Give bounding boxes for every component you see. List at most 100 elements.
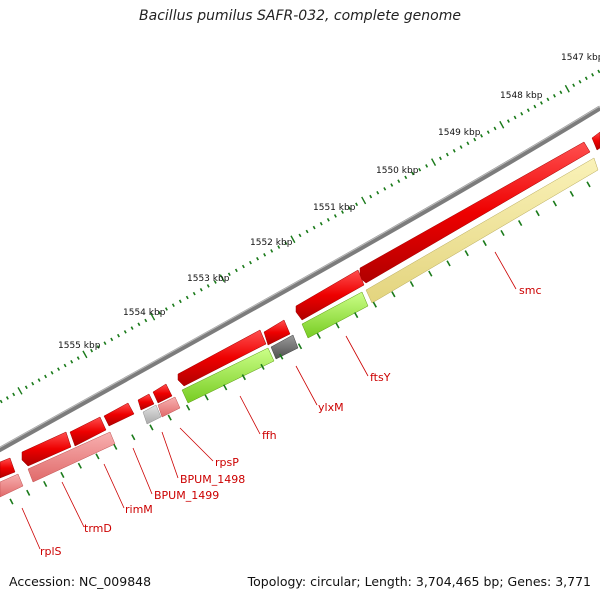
scale-tick xyxy=(546,97,550,102)
scale-tick xyxy=(452,149,456,153)
scale-tick xyxy=(572,83,576,88)
scale-tick xyxy=(31,381,35,386)
gene-right-edge-outer xyxy=(591,131,600,151)
feature-tick xyxy=(279,353,284,360)
feature-tick xyxy=(552,200,557,207)
scale-tick xyxy=(164,307,168,311)
feature-tick xyxy=(482,240,487,247)
gene-label-rimM: rimM xyxy=(125,503,153,516)
label-leaders xyxy=(21,251,517,550)
feature-tick xyxy=(409,280,415,287)
gene-ftsY xyxy=(301,291,369,339)
gene-ylxM-outer xyxy=(263,319,291,346)
accession-label: Accession: NC_009848 xyxy=(9,574,152,589)
gene-label-trmD: trmD xyxy=(84,522,112,535)
gene-label-ffh: ffh xyxy=(262,429,277,442)
feature-tick xyxy=(500,230,505,237)
gene-smc-outer xyxy=(359,141,591,284)
scale-tick xyxy=(539,101,543,105)
scale-tick xyxy=(578,79,582,84)
scale-tick xyxy=(333,214,337,218)
scale-tick xyxy=(298,233,302,238)
gene-rplS xyxy=(0,473,24,498)
feature-tick xyxy=(372,301,377,308)
genome-summary: Topology: circular; Length: 3,704,465 bp… xyxy=(247,574,591,589)
feature-tick xyxy=(428,270,433,277)
feature-ticks xyxy=(9,181,591,505)
feature-tick xyxy=(26,489,31,496)
scale-tick xyxy=(506,119,510,123)
scale-tick xyxy=(178,299,182,304)
scale-tick xyxy=(96,345,100,349)
scale-tick xyxy=(361,196,367,205)
scale-tick xyxy=(206,284,210,288)
scale-tick xyxy=(397,179,401,183)
feature-tick xyxy=(446,260,451,267)
scale-tick xyxy=(256,256,260,261)
gene-label-BPUM-1498: BPUM_1498 xyxy=(180,473,245,486)
scale-tick xyxy=(533,104,537,109)
gene-ftsY-outer xyxy=(295,269,365,321)
feature-tick xyxy=(131,434,136,441)
scale-tick xyxy=(473,137,477,142)
scale-tick xyxy=(284,241,288,245)
scale-tick xyxy=(425,164,429,168)
scale-tick xyxy=(559,90,563,95)
scale-tick xyxy=(348,206,352,210)
gene-rpsP xyxy=(157,396,181,418)
scale-tick xyxy=(597,69,600,74)
genome-backbone-highlight xyxy=(0,105,600,448)
scale-tick xyxy=(466,141,470,146)
scale-tick xyxy=(0,399,3,404)
feature-tick xyxy=(223,384,228,391)
scale-tick xyxy=(418,167,422,172)
gene-label-BPUM-1499: BPUM_1499 xyxy=(154,489,219,502)
feature-tick xyxy=(9,498,14,505)
gene-ylxM xyxy=(270,334,299,360)
feature-tick xyxy=(241,374,246,381)
map-title: Bacillus pumilus SAFR-032, complete geno… xyxy=(139,8,461,24)
scale-tick xyxy=(459,145,463,149)
scale-tick xyxy=(5,396,9,400)
feature-tick xyxy=(391,291,396,298)
gene-label-ftsY: ftsY xyxy=(370,371,391,384)
scale-tick xyxy=(63,363,67,368)
feature-tick xyxy=(204,394,209,401)
gene-labels: smc ftsY ylxM ffh rpsP BPUM_1498 BPUM_14… xyxy=(40,284,542,558)
scale-label-1550: 1550 kbp xyxy=(376,166,419,176)
scale-tick xyxy=(44,374,48,379)
scale-tick xyxy=(277,245,281,249)
feature-tick xyxy=(297,343,303,350)
feature-tick xyxy=(60,471,65,478)
scale-tick xyxy=(234,268,238,273)
scale-tick xyxy=(404,175,408,180)
feature-tick xyxy=(185,404,191,411)
feature-tick xyxy=(43,480,48,487)
scale-tick xyxy=(584,76,588,81)
scale-tick xyxy=(12,392,16,397)
gene-rplS-outer xyxy=(21,431,72,467)
scale-tick xyxy=(199,287,203,292)
scale-tick xyxy=(480,134,483,138)
scale-tick xyxy=(123,330,127,334)
scale-tick xyxy=(137,322,141,327)
scale-label-1547: 1547 kbp xyxy=(561,53,600,63)
scale-label-1553: 1553 kbp xyxy=(187,274,230,284)
scale-tick xyxy=(305,229,309,234)
feature-tick xyxy=(464,250,469,257)
genome-backbone xyxy=(0,105,600,453)
scale-tick xyxy=(103,341,107,345)
feature-tick xyxy=(335,322,340,329)
gene-label-smc: smc xyxy=(519,284,542,297)
gene-BPUM-1498-outer xyxy=(137,393,155,411)
feature-tick xyxy=(149,424,154,431)
gene-label-rpsP: rpsP xyxy=(215,456,239,469)
scale-tick xyxy=(219,274,225,282)
scale-tick xyxy=(591,73,595,77)
gene-label-rplS: rplS xyxy=(40,545,62,558)
scale-tick xyxy=(171,303,175,307)
scale-tick xyxy=(445,152,449,157)
gene-rpsP-outer xyxy=(152,383,173,404)
scale-labels: 1547 kbp 1548 kbp 1549 kbp 1550 kbp 1551… xyxy=(58,53,600,351)
